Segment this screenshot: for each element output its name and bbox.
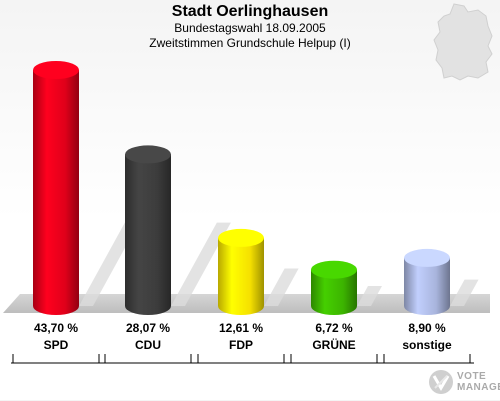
bar-shadow bbox=[357, 286, 382, 306]
category-label: SPD bbox=[43, 338, 69, 352]
category-label: sonstige bbox=[402, 338, 452, 352]
bar-top-grüne bbox=[311, 260, 357, 279]
bar-spd bbox=[33, 70, 79, 315]
value-label: 43,70 % bbox=[33, 321, 79, 335]
logo-line-2: MANAGER bbox=[457, 382, 500, 393]
bar-top-spd bbox=[33, 61, 79, 79]
bar-fdp bbox=[218, 237, 264, 315]
bar-shadow bbox=[171, 222, 231, 306]
bar-sonstige bbox=[404, 257, 450, 315]
chart-subtitle-2: Zweitstimmen Grundschule Helpup (I) bbox=[149, 36, 351, 50]
bar-top-fdp bbox=[218, 228, 264, 247]
vote-manager-logo: VOTE MANAGER bbox=[427, 368, 500, 398]
category-label: CDU bbox=[135, 338, 161, 352]
logo-line-1: VOTE bbox=[457, 371, 487, 382]
vote-manager-logo-icon bbox=[429, 370, 453, 394]
bar-cdu bbox=[125, 154, 171, 315]
chart-subtitle: Bundestagswahl 18.09.2005 bbox=[174, 21, 326, 35]
value-label: 12,61 % bbox=[218, 321, 264, 335]
category-label: FDP bbox=[229, 338, 253, 352]
bar-top-sonstige bbox=[404, 248, 450, 267]
bar-shadow bbox=[264, 268, 299, 306]
germany-map-icon bbox=[433, 3, 493, 81]
bar-top-cdu bbox=[125, 145, 171, 164]
bar-grüne bbox=[311, 269, 357, 315]
value-label: 6,72 % bbox=[315, 321, 353, 335]
bar-shadow bbox=[450, 279, 479, 306]
category-label: GRÜNE bbox=[312, 338, 356, 352]
value-label: 8,90 % bbox=[408, 321, 446, 335]
chart-title: Stadt Oerlinghausen bbox=[171, 3, 329, 20]
value-label: 28,07 % bbox=[125, 321, 171, 335]
